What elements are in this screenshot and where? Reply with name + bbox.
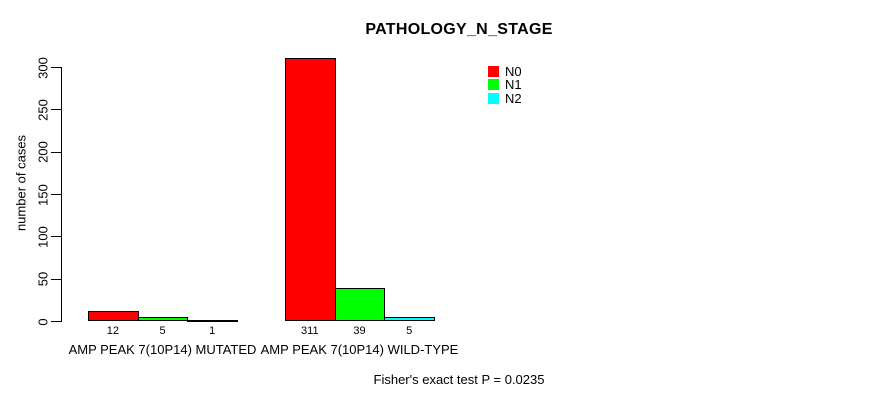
bar-n0-2: [285, 58, 336, 322]
bar-n0-1: [88, 311, 139, 322]
bar-n1-2: [335, 288, 385, 322]
category-label: AMP PEAK 7(10P14) WILD-TYPE: [260, 342, 459, 357]
y-tick: [51, 67, 61, 68]
y-axis-line: [61, 67, 62, 322]
bar-n2-1: [187, 320, 238, 323]
y-tick: [51, 278, 61, 280]
bar-value-label: 311: [301, 325, 319, 337]
legend-label-n0: N0: [505, 64, 522, 79]
legend-swatch-n1: [488, 79, 499, 91]
y-tick: [51, 194, 61, 195]
y-tick: [51, 236, 61, 238]
legend-swatch-n2: [488, 92, 499, 104]
category-label: AMP PEAK 7(10P14) MUTATED: [68, 342, 257, 357]
legend-label-n2: N2: [505, 90, 522, 106]
bar-value-label: 39: [353, 325, 366, 337]
legend-swatch-n0: [488, 66, 499, 77]
bar-n1-1: [138, 317, 188, 322]
bar-value-label: 1: [209, 325, 216, 337]
y-tick: [51, 109, 61, 111]
y-tick: [51, 151, 61, 153]
bar-value-label: 5: [406, 325, 413, 337]
legend-label-n1: N1: [505, 77, 522, 93]
chart-title: PATHOLOGY_N_STAGE: [365, 21, 553, 38]
stats-annotation: Fisher's exact test P = 0.0235: [373, 372, 545, 387]
y-tick: [51, 321, 61, 322]
bar-value-label: 5: [159, 325, 166, 337]
bar-value-label: 12: [106, 325, 119, 337]
bar-n2-2: [384, 317, 435, 322]
